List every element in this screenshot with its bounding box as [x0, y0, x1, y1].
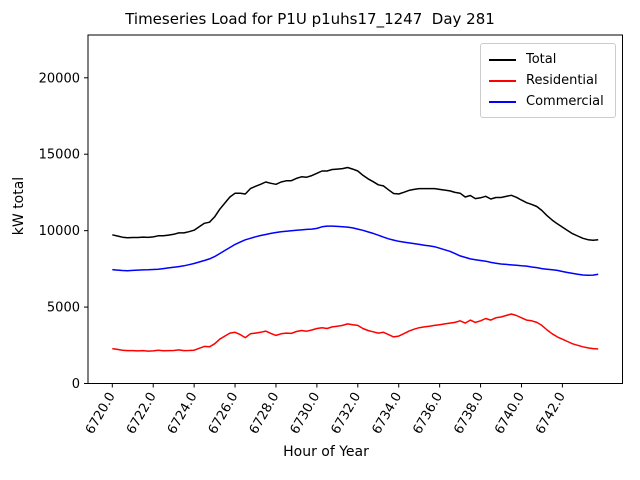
x-tick-label: 6736.0 — [410, 390, 446, 437]
x-tick-label: 6726.0 — [206, 390, 242, 437]
chart-title: Timeseries Load for P1U p1uhs17_1247 Day… — [125, 10, 495, 28]
x-tick-label: 6734.0 — [369, 390, 405, 437]
y-tick-label: 5000 — [47, 301, 80, 316]
x-axis-label: Hour of Year — [283, 444, 369, 460]
x-tick-label: 6720.0 — [83, 390, 119, 437]
x-tick-label: 6722.0 — [124, 390, 160, 437]
y-tick-label: 20000 — [39, 71, 80, 86]
x-tick-label: 6732.0 — [329, 390, 365, 437]
legend-row-commercial: Commercial — [489, 91, 607, 112]
legend-swatch-total — [489, 58, 516, 61]
x-tick-label: 6730.0 — [288, 390, 324, 437]
y-tick-label: 0 — [72, 377, 80, 392]
series-line-residential — [112, 313, 599, 352]
x-tick-label: 6738.0 — [451, 390, 487, 437]
legend-swatch-residential — [489, 79, 516, 82]
x-tick-label: 6742.0 — [533, 390, 569, 437]
legend-label-total: Total — [526, 52, 557, 67]
y-tick-label: 10000 — [39, 224, 80, 239]
x-tick-label: 6740.0 — [492, 390, 528, 437]
legend-swatch-commercial — [489, 100, 516, 103]
legend-row-total: Total — [489, 49, 607, 70]
series-line-total — [112, 166, 599, 242]
legend-label-residential: Residential — [526, 73, 598, 88]
legend-row-residential: Residential — [489, 70, 607, 91]
y-axis-label: kW total — [11, 176, 27, 236]
x-tick-label: 6724.0 — [165, 390, 201, 437]
plot-border — [87, 34, 623, 384]
series-line-commercial — [112, 225, 599, 277]
y-tick-label: 15000 — [39, 148, 80, 163]
legend: Total Residential Commercial — [480, 43, 616, 118]
legend-label-commercial: Commercial — [526, 94, 604, 109]
x-tick-label: 6728.0 — [247, 390, 283, 437]
